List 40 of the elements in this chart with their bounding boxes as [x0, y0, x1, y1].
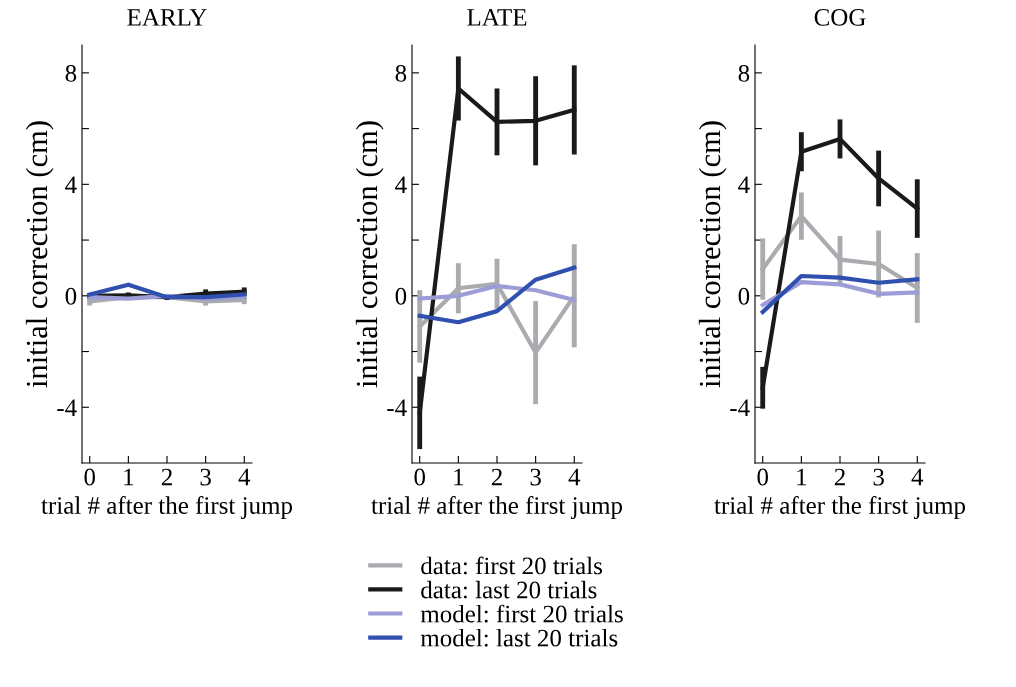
x-axis-title: trial # after the first jump [41, 496, 293, 520]
x-tick-label: 3 [873, 468, 884, 486]
x-tick-label: 4 [911, 468, 924, 486]
y-tick-label: 4 [65, 176, 77, 194]
x-tick-label: 1 [454, 468, 464, 486]
y-tick-label: -4 [57, 399, 77, 416]
x-tick-label: 2 [834, 468, 845, 486]
x-tick-label: 4 [238, 468, 251, 486]
y-tick-label: -4 [387, 399, 407, 416]
x-tick-label: 0 [84, 468, 96, 486]
x-tick-label: 4 [568, 468, 581, 486]
x-tick-label: 1 [797, 468, 807, 486]
y-tick-label: 8 [65, 64, 77, 82]
x-axis-title: trial # after the first jump [371, 496, 623, 520]
y-tick-label: 4 [395, 176, 407, 194]
x-tick-label: 0 [757, 468, 769, 486]
y-tick-label: 0 [395, 287, 407, 305]
chart-title: LATE [467, 9, 527, 26]
legend-label: model: first 20 trials [420, 604, 623, 623]
y-tick-label: 0 [738, 287, 750, 305]
y-tick-label: 0 [65, 287, 77, 305]
x-tick-label: 2 [491, 468, 502, 486]
y-tick-label: -4 [730, 399, 750, 416]
x-tick-label: 1 [124, 468, 134, 486]
y-axis-title: initial correction (cm) [25, 121, 54, 388]
y-tick-label: 4 [738, 176, 750, 194]
legend-label: model: last 20 trials [420, 628, 618, 647]
x-axis-title: trial # after the first jump [714, 496, 966, 520]
y-tick-label: 8 [738, 64, 750, 82]
chart-title: COG [814, 9, 866, 26]
x-tick-label: 2 [161, 468, 172, 486]
y-axis-title: initial correction (cm) [698, 121, 727, 388]
legend-label: data: first 20 trials [421, 556, 602, 575]
x-tick-label: 3 [530, 468, 541, 486]
chart-title: EARLY [127, 9, 207, 26]
x-tick-label: 0 [414, 468, 426, 486]
legend-label: data: last 20 trials [421, 580, 597, 599]
x-tick-label: 3 [200, 468, 211, 486]
y-axis-title: initial correction (cm) [355, 121, 384, 388]
y-tick-label: 8 [395, 64, 407, 82]
